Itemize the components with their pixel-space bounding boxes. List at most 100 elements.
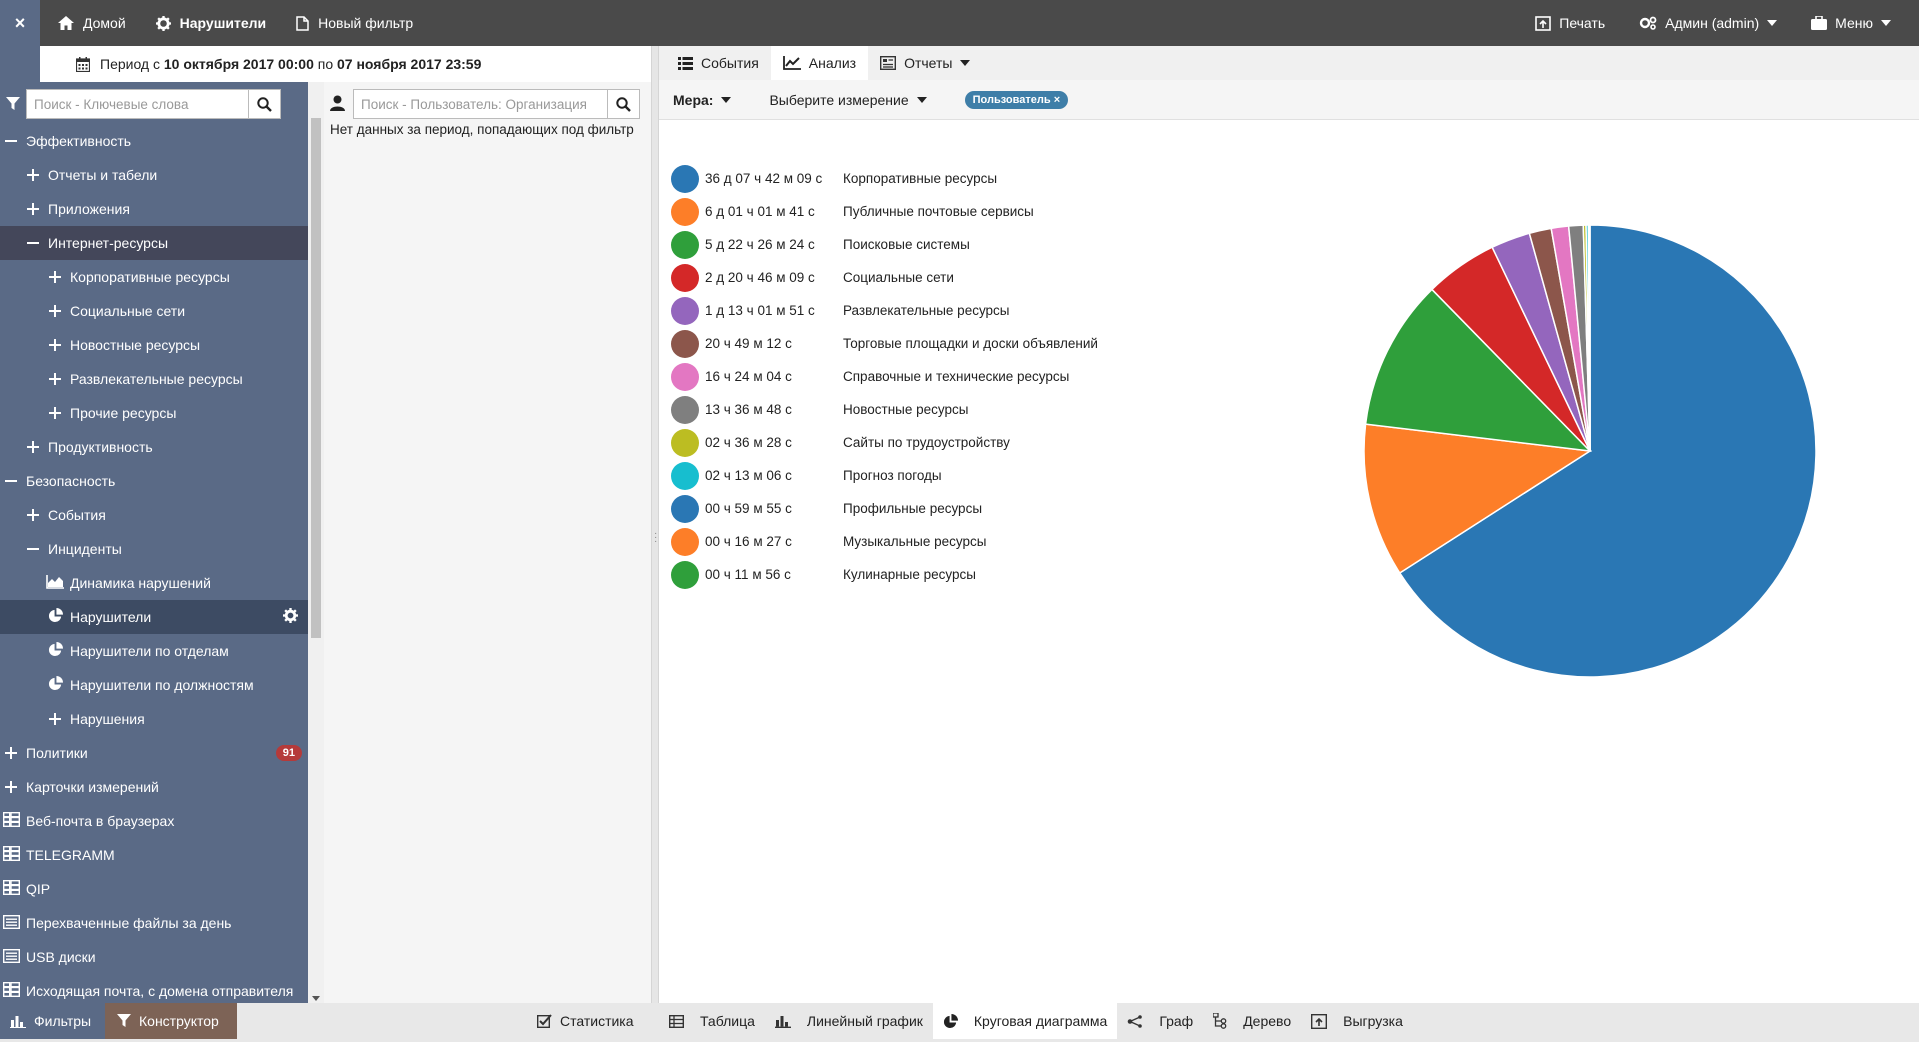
sidebar-item[interactable]: Нарушители [0, 600, 308, 634]
panel-splitter[interactable]: · · · [651, 46, 659, 1003]
pie-slice[interactable] [1363, 423, 1593, 574]
sidebar-item[interactable]: Веб-почта в браузерах [0, 804, 308, 838]
period-selector[interactable]: Период с 10 октября 2017 00:00 по 07 ноя… [40, 46, 652, 82]
sidebar-item[interactable]: Исходящая почта, с домена отправителя [0, 974, 308, 1008]
legend-value: 20 ч 49 м 12 с [705, 336, 792, 351]
nav-violators[interactable]: Нарушители [155, 15, 266, 31]
plus-icon [46, 405, 64, 422]
tab-reports-label: Отчеты [904, 55, 953, 71]
sidebar-item[interactable]: Инциденты [0, 532, 308, 566]
legend-item[interactable]: 13 ч 36 м 48 с Новостные ресурсы [671, 393, 1098, 426]
legend-label: Социальные сети [843, 270, 954, 285]
legend-value: 02 ч 36 м 28 с [705, 435, 792, 450]
dimension-dropdown[interactable]: Выберите измерение [769, 91, 927, 108]
legend-item[interactable]: 00 ч 59 м 55 с Профильные ресурсы [671, 492, 1098, 525]
sidebar-item[interactable]: USB диски [0, 940, 308, 974]
view-graph-button[interactable]: Граф [1117, 1003, 1203, 1039]
sidebar-item[interactable]: Эффективность [0, 124, 308, 158]
sidebar-item[interactable]: Продуктивность [0, 430, 308, 464]
legend-label: Публичные почтовые сервисы [843, 204, 1034, 219]
chevron-down-icon [916, 96, 927, 103]
top-bar: × Домой Нарушители Новый фильтр Печать А… [0, 0, 1919, 46]
sidebar-item[interactable]: Развлекательные ресурсы [0, 362, 308, 396]
view-tree-button[interactable]: Дерево [1203, 1003, 1301, 1039]
legend-swatch [671, 494, 699, 523]
measure-dropdown[interactable]: Мера: [673, 91, 732, 108]
sidebar-item[interactable]: Нарушители по должностям [0, 668, 308, 702]
dimension-chip[interactable]: Пользователь × [964, 90, 1069, 109]
pie-slice[interactable] [1364, 288, 1593, 452]
view-bar-chart-button[interactable]: Линейный график [765, 1003, 933, 1039]
view-pie-chart-button[interactable]: Круговая диаграмма [932, 1003, 1118, 1039]
pie-slice[interactable] [1398, 224, 1817, 678]
filter-icon[interactable] [0, 97, 26, 111]
legend-item[interactable]: 02 ч 36 м 28 с Сайты по трудоустройству [671, 426, 1098, 459]
legend-item[interactable]: 16 ч 24 м 04 с Справочные и технические р… [671, 360, 1098, 393]
nav-new-filter[interactable]: Новый фильтр [296, 15, 413, 31]
scroll-down-arrow-icon[interactable] [312, 996, 320, 1001]
user-menu[interactable]: Админ (admin) [1639, 15, 1778, 31]
plus-icon [24, 167, 42, 184]
sidebar-item[interactable]: TELEGRAMM [0, 838, 308, 872]
sidebar-item[interactable]: Политики 91 [0, 736, 308, 770]
sidebar-item[interactable]: Новостные ресурсы [0, 328, 308, 362]
legend-item[interactable]: 2 д 20 ч 46 м 09 с Социальные сети [671, 261, 1098, 294]
pie-chart [1363, 224, 1817, 678]
sidebar-scrollbar[interactable] [308, 82, 324, 1003]
sidebar-item[interactable]: Перехваченные файлы за день [0, 906, 308, 940]
chip-close-icon[interactable]: × [1053, 93, 1061, 106]
sidebar-item-label: USB диски [26, 949, 96, 965]
sidebar-item[interactable]: Социальные сети [0, 294, 308, 328]
statistics-button[interactable]: Статистика [527, 1003, 644, 1039]
legend-item[interactable]: 6 д 01 ч 01 м 41 с Публичные почтовые сер… [671, 195, 1098, 228]
sidebar-item[interactable]: События [0, 498, 308, 532]
tab-analysis[interactable]: Анализ [770, 46, 869, 80]
sidebar-item[interactable]: Интернет-ресурсы [0, 226, 308, 260]
print-button[interactable]: Печать [1535, 15, 1605, 31]
legend-item[interactable]: 02 ч 13 м 06 с Прогноз погоды [671, 459, 1098, 492]
graph-icon [1127, 1014, 1151, 1028]
sidebar-item-label: Корпоративные ресурсы [70, 269, 230, 285]
legend-item[interactable]: 5 д 22 ч 26 м 24 с Поисковые системы [671, 228, 1098, 261]
legend-item[interactable]: 00 ч 11 м 56 с Кулинарные ресурсы [671, 558, 1098, 591]
gear-icon[interactable] [283, 608, 298, 626]
sidebar-item[interactable]: Приложения [0, 192, 308, 226]
nav-home[interactable]: Домой [58, 15, 126, 31]
main-menu[interactable]: Меню [1811, 15, 1891, 31]
nav-new-filter-label: Новый фильтр [318, 15, 414, 31]
content-tabs: События Анализ Отчеты [659, 46, 1919, 80]
user-search-button[interactable] [607, 90, 639, 118]
sidebar-item[interactable]: Нарушители по отделам [0, 634, 308, 668]
legend-label: Поисковые системы [843, 237, 970, 252]
minus-icon [2, 473, 20, 490]
dimension-label: Выберите измерение [769, 91, 909, 108]
sidebar-item[interactable]: Отчеты и табели [0, 158, 308, 192]
sidebar-item[interactable]: Карточки измерений [0, 770, 308, 804]
legend-label: Прогноз погоды [843, 468, 942, 483]
constructor-button[interactable]: Конструктор [105, 1003, 237, 1039]
close-button[interactable]: × [0, 0, 40, 46]
filters-button[interactable]: Фильтры [0, 1003, 105, 1039]
sidebar-item[interactable]: Динамика нарушений [0, 566, 308, 600]
legend-swatch [671, 428, 699, 457]
legend-item[interactable]: 20 ч 49 м 12 с Торговые площадки и доски … [671, 327, 1098, 360]
sidebar-item[interactable]: Корпоративные ресурсы [0, 260, 308, 294]
sidebar-item[interactable]: Нарушения [0, 702, 308, 736]
keyword-search-input[interactable] [27, 90, 248, 118]
search-button[interactable] [248, 90, 280, 118]
sidebar-item[interactable]: Прочие ресурсы [0, 396, 308, 430]
legend-item[interactable]: 00 ч 16 м 27 с Музыкальные ресурсы [671, 525, 1098, 558]
legend-item[interactable]: 1 д 13 ч 01 м 51 с Развлекательные ресурс… [671, 294, 1098, 327]
view-label: Линейный график [806, 1013, 923, 1029]
view-export-button[interactable]: Выгрузка [1301, 1003, 1413, 1039]
sidebar-item[interactable]: QIP [0, 872, 308, 906]
legend-item[interactable]: 36 д 07 ч 42 м 09 с Корпоративные ресурсы [671, 162, 1098, 195]
plus-icon [46, 303, 64, 320]
tab-events[interactable]: События [666, 46, 771, 80]
view-table-button[interactable]: Таблица [659, 1003, 765, 1039]
scrollbar-thumb[interactable] [311, 118, 321, 638]
tab-reports[interactable]: Отчеты [868, 46, 982, 80]
measure-label: Мера: [673, 91, 714, 108]
sidebar-item[interactable]: Безопасность [0, 464, 308, 498]
user-search-input[interactable] [354, 90, 607, 118]
